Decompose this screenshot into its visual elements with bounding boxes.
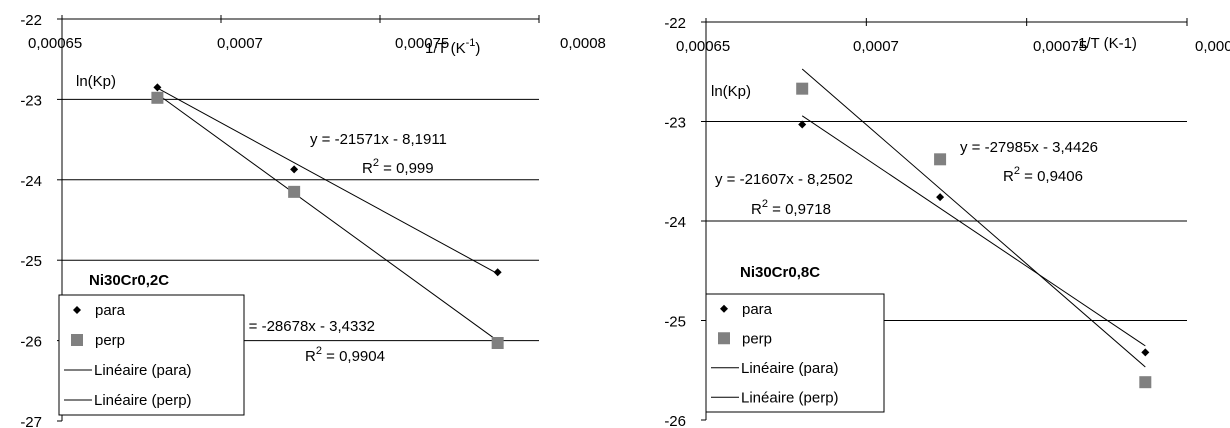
y-tick-label: -23 (20, 92, 42, 109)
y-tick-label: -22 (20, 12, 42, 29)
y-axis-label: ln(Kp) (76, 73, 116, 90)
legend-label: Linéaire (perp) (741, 389, 839, 406)
x-tick-label: 0,00065 (676, 38, 730, 55)
legend: para perp Linéaire (para) Linéaire (perp) (705, 293, 885, 413)
legend-box (58, 294, 245, 416)
point-para (153, 83, 162, 92)
legend-label: Linéaire (perp) (94, 392, 192, 409)
trendline-r2: R2 = 0,9718 (751, 198, 831, 218)
legend-marker-perp (71, 334, 83, 346)
r2-value: = 0,9718 (768, 201, 831, 218)
r2-prefix: R (751, 201, 762, 218)
trendline-perp (157, 93, 498, 342)
x-axis-label-main: 1/T (K (425, 40, 466, 57)
legend: para perp Linéaire (para) Linéaire (perp) (58, 294, 245, 416)
y-tick-label: -24 (664, 214, 686, 231)
x-tick-label: 0,0007 (853, 38, 899, 55)
x-axis-label: 1/T (K-1) (1078, 35, 1137, 52)
trendline-equation: y = -21607x - 8,2502 (715, 171, 853, 188)
legend-label: Linéaire (para) (94, 362, 192, 379)
y-axis-label: ln(Kp) (711, 83, 751, 100)
x-tick-label: 0,00075 (1033, 38, 1087, 55)
y-tick-label: -27 (20, 414, 42, 428)
trendline-equation: y = -27985x - 3,4426 (960, 139, 1098, 156)
chart-1: -22 -23 -24 -25 -26 -27 0,00065 0,0007 0,00075 0,… (20, 12, 606, 428)
point-para (798, 120, 807, 129)
point-para (936, 193, 945, 202)
r2-value: = 0,9904 (322, 348, 385, 365)
point-para (290, 165, 299, 174)
y-tick-label: -25 (20, 253, 42, 270)
trendline-perp (801, 68, 1146, 368)
legend-marker-para (720, 304, 728, 313)
chart-2: -22 -23 -24 -25 -26 0,00065 0,0007 0,00075 0,000… (664, 15, 1230, 428)
y-tick-label: -24 (20, 173, 42, 190)
point-perp (288, 185, 301, 198)
r2-value: = 0,999 (379, 160, 434, 177)
point-perp (1139, 376, 1152, 389)
x-tick-label: 0,0007 (217, 35, 263, 52)
point-para (493, 268, 502, 277)
trendline-r2: R2 = 0,9406 (1003, 165, 1083, 185)
r2-sup: 2 (373, 157, 379, 169)
trendline-r2: R2 = 0,9904 (305, 345, 385, 365)
legend-label: Linéaire (para) (741, 360, 839, 377)
r2-sup: 2 (762, 198, 768, 210)
x-tick-label: 0,0008 (560, 35, 606, 52)
r2-prefix: R (305, 348, 316, 365)
point-perp (934, 153, 947, 166)
trendline-equation: y = -21571x - 8,1911 (310, 131, 447, 148)
x-tick-label: 0,0008 (1195, 38, 1230, 55)
legend-label: perp (95, 332, 125, 349)
r2-prefix: R (362, 160, 373, 177)
y-tick-label: -25 (664, 314, 686, 331)
point-para (1141, 348, 1150, 357)
legend-label: perp (742, 330, 772, 347)
x-tick-label: 0,00065 (28, 35, 82, 52)
legend-label: para (95, 302, 126, 319)
r2-value: = 0,9406 (1020, 168, 1083, 185)
x-axis-label-end: ) (475, 40, 480, 57)
chart-title: Ni30Cr0,8C (740, 264, 820, 281)
chart-title: Ni30Cr0,2C (89, 272, 169, 289)
legend-marker-perp (718, 332, 730, 345)
x-tick-label: 0,00075 (395, 35, 449, 52)
legend-marker-para (73, 306, 81, 314)
trendline-para (801, 115, 1146, 347)
point-perp (491, 337, 504, 350)
r2-prefix: R (1003, 168, 1014, 185)
x-axis-label-sup: -1 (466, 37, 476, 49)
y-tick-label: -26 (20, 334, 42, 351)
r2-sup: 2 (316, 345, 322, 357)
trendline-para (157, 87, 498, 275)
y-tick-label: -23 (664, 115, 686, 132)
y-tick-label: -22 (664, 15, 686, 32)
y-tick-label: -26 (664, 413, 686, 428)
point-perp (796, 82, 809, 95)
r2-sup: 2 (1014, 165, 1020, 177)
trendline-equation: y = -28678x - 3,4332 (237, 318, 375, 335)
point-perp (151, 91, 164, 104)
x-axis-label: 1/T (K-1) (425, 37, 480, 57)
legend-label: para (742, 301, 773, 318)
legend-box (705, 293, 885, 413)
trendline-r2: R2 = 0,999 (362, 157, 434, 177)
